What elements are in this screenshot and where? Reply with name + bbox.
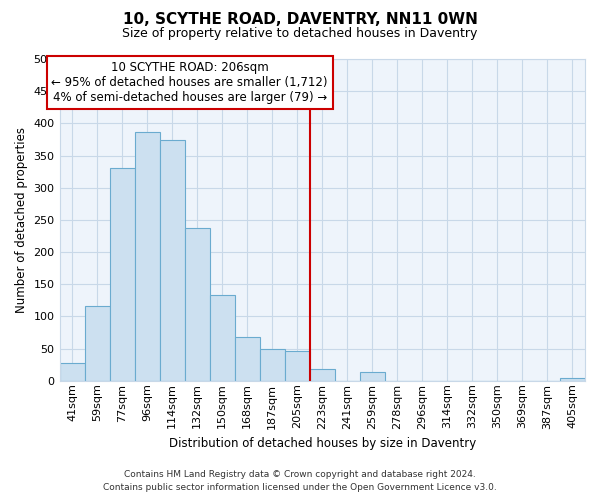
Text: 10 SCYTHE ROAD: 206sqm
← 95% of detached houses are smaller (1,712)
4% of semi-d: 10 SCYTHE ROAD: 206sqm ← 95% of detached… bbox=[52, 61, 328, 104]
Y-axis label: Number of detached properties: Number of detached properties bbox=[15, 127, 28, 313]
Bar bbox=[160, 140, 185, 381]
Text: Size of property relative to detached houses in Daventry: Size of property relative to detached ho… bbox=[122, 28, 478, 40]
X-axis label: Distribution of detached houses by size in Daventry: Distribution of detached houses by size … bbox=[169, 437, 476, 450]
Bar bbox=[110, 168, 134, 381]
Bar bbox=[310, 369, 335, 381]
Bar bbox=[235, 337, 260, 381]
Bar bbox=[59, 362, 85, 381]
Bar bbox=[360, 372, 385, 381]
Bar bbox=[85, 306, 110, 381]
Bar bbox=[260, 348, 285, 381]
Bar bbox=[134, 132, 160, 381]
Bar bbox=[285, 351, 310, 381]
Text: 10, SCYTHE ROAD, DAVENTRY, NN11 0WN: 10, SCYTHE ROAD, DAVENTRY, NN11 0WN bbox=[122, 12, 478, 28]
Bar bbox=[185, 228, 209, 381]
Bar bbox=[560, 378, 585, 381]
Bar bbox=[209, 295, 235, 381]
Text: Contains HM Land Registry data © Crown copyright and database right 2024.
Contai: Contains HM Land Registry data © Crown c… bbox=[103, 470, 497, 492]
